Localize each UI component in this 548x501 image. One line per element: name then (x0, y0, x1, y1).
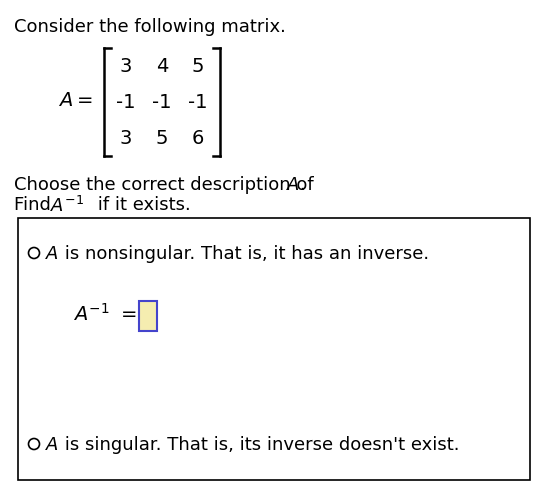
FancyBboxPatch shape (18, 218, 530, 480)
Text: is singular. That is, its inverse doesn't exist.: is singular. That is, its inverse doesn'… (59, 436, 460, 454)
Text: $A^{-1}$: $A^{-1}$ (73, 303, 110, 325)
Text: Find: Find (14, 196, 56, 214)
Text: 3: 3 (120, 57, 132, 76)
Text: 6: 6 (192, 128, 204, 147)
Text: 4: 4 (156, 57, 168, 76)
Text: $A$.: $A$. (286, 176, 305, 194)
Text: -1: -1 (116, 93, 136, 112)
Text: $A$: $A$ (45, 436, 59, 454)
Text: is nonsingular. That is, it has an inverse.: is nonsingular. That is, it has an inver… (59, 245, 429, 263)
Text: -1: -1 (152, 93, 172, 112)
FancyBboxPatch shape (139, 301, 157, 331)
Text: Consider the following matrix.: Consider the following matrix. (14, 18, 286, 36)
Text: Choose the correct description of: Choose the correct description of (14, 176, 319, 194)
Text: 5: 5 (192, 57, 204, 76)
Text: if it exists.: if it exists. (92, 196, 191, 214)
Text: $A$: $A$ (45, 245, 59, 263)
Text: $A^{-1}$: $A^{-1}$ (50, 196, 84, 216)
Text: 3: 3 (120, 128, 132, 147)
Text: $A=$: $A=$ (58, 91, 93, 110)
Text: -1: -1 (189, 93, 208, 112)
Text: 5: 5 (156, 128, 168, 147)
Text: $=$: $=$ (117, 303, 137, 322)
